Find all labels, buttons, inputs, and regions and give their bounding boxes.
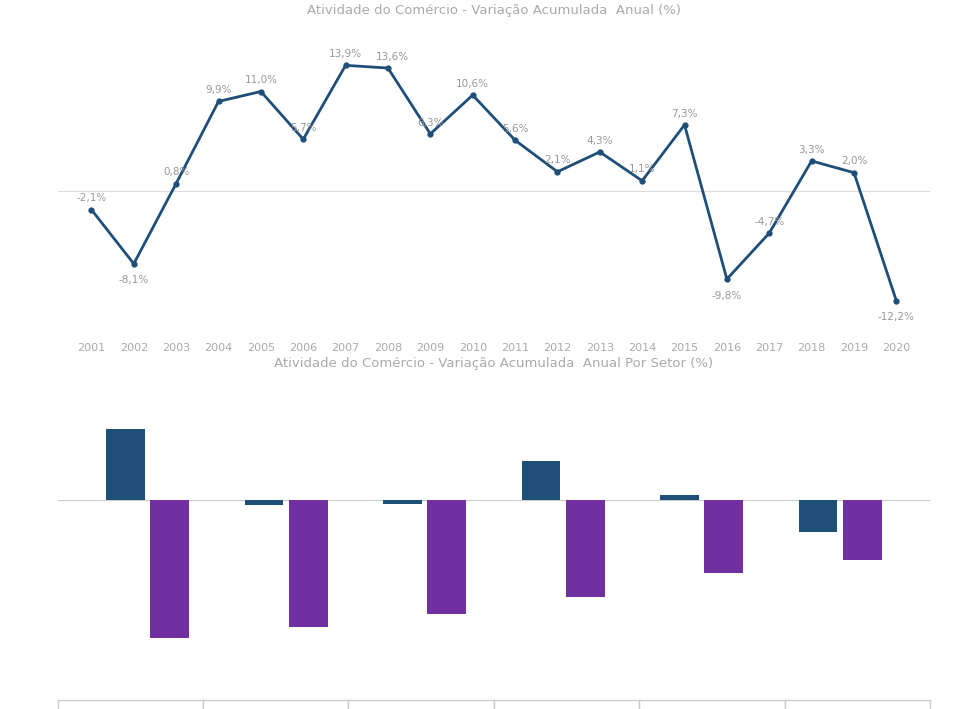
- Bar: [799, 501, 837, 532]
- Bar: [151, 501, 189, 638]
- Text: 10,6%: 10,6%: [456, 79, 489, 89]
- Text: 11,0%: 11,0%: [245, 75, 277, 85]
- Bar: [705, 501, 743, 573]
- Title: Atividade do Comércio - Variação Acumulada  Anual Por Setor (%): Atividade do Comércio - Variação Acumula…: [274, 357, 713, 370]
- Text: 7,3%: 7,3%: [671, 108, 698, 118]
- Text: -9,8%: -9,8%: [712, 291, 742, 301]
- Text: 1,1%: 1,1%: [629, 164, 655, 174]
- Text: -4,7%: -4,7%: [754, 217, 784, 227]
- Bar: [566, 501, 605, 598]
- Text: -12,2%: -12,2%: [877, 312, 915, 322]
- Text: 9,9%: 9,9%: [205, 85, 232, 95]
- Bar: [660, 495, 699, 501]
- Bar: [245, 501, 283, 506]
- Text: Fonte: Serasa Experian: Fonte: Serasa Experian: [58, 390, 221, 403]
- Text: 2,1%: 2,1%: [544, 155, 571, 165]
- Title: Atividade do Comércio - Variação Acumulada  Anual (%): Atividade do Comércio - Variação Acumula…: [307, 4, 681, 18]
- Text: -2,1%: -2,1%: [77, 194, 106, 203]
- Text: 6,3%: 6,3%: [417, 118, 444, 128]
- Bar: [289, 501, 328, 627]
- Text: 4,3%: 4,3%: [587, 135, 613, 145]
- Text: 2,0%: 2,0%: [841, 157, 867, 167]
- Text: 5,6%: 5,6%: [502, 124, 528, 134]
- Text: 3,3%: 3,3%: [798, 145, 825, 155]
- Text: 0,8%: 0,8%: [163, 167, 189, 177]
- Text: 13,6%: 13,6%: [376, 52, 409, 62]
- Bar: [106, 429, 145, 501]
- Bar: [428, 501, 466, 613]
- Bar: [843, 501, 881, 560]
- Bar: [522, 461, 560, 501]
- Text: 13,9%: 13,9%: [329, 49, 363, 59]
- Text: 5,7%: 5,7%: [290, 123, 316, 133]
- Bar: [383, 501, 422, 503]
- Text: -8,1%: -8,1%: [119, 275, 149, 285]
